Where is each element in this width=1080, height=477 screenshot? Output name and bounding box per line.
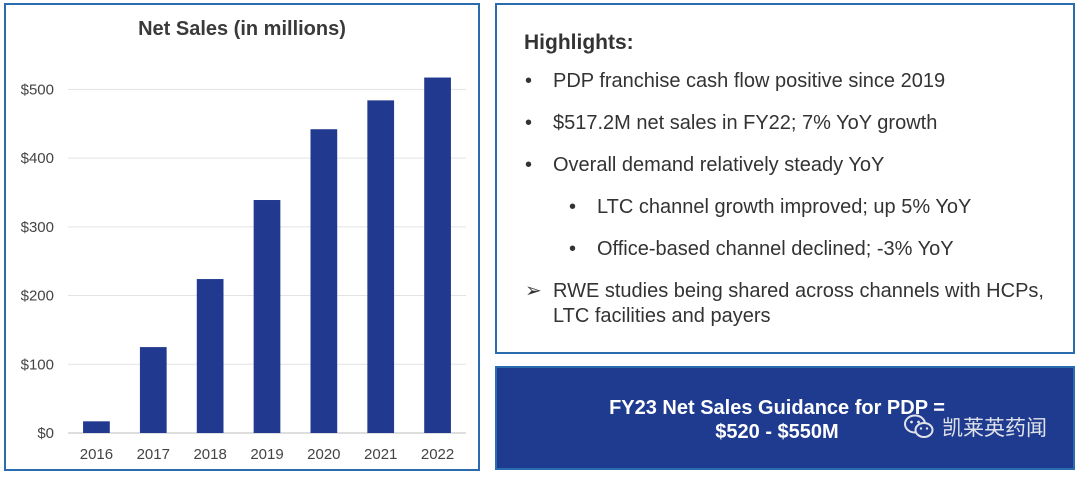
y-tick-label: $500 (21, 81, 54, 98)
guidance-text: FY23 Net Sales Guidance for PDP = $520 -… (557, 396, 997, 444)
bar-2019 (253, 200, 281, 433)
highlight-subitem: • LTC channel growth improved; up 5% YoY (523, 195, 1047, 220)
highlight-item: • Overall demand relatively steady YoY (523, 153, 1047, 178)
highlights-panel: Highlights: • PDP franchise cash flow po… (495, 3, 1075, 354)
x-tick-label: 2020 (307, 446, 340, 463)
arrow-bullet-icon: ➢ (525, 280, 542, 302)
net-sales-chart: $0 $100 $200 $300 $400 $500 2016 2017 2018 2019 20… (21, 77, 466, 463)
chart-panel: Net Sales (in millions) $0 $100 $200 $300 $4… (4, 3, 480, 471)
y-tick-label: $400 (21, 150, 54, 167)
bar-2022 (424, 77, 451, 434)
guidance-line-2: $520 - $550M (715, 421, 839, 443)
bullet-icon: • (525, 112, 533, 134)
guidance-line-1: FY23 Net Sales Guidance for PDP = (609, 397, 945, 419)
highlight-text: Overall demand relatively steady YoY (553, 154, 885, 176)
x-tick-label: 2017 (137, 446, 170, 463)
bar-2016 (83, 421, 110, 433)
wechat-icon (904, 414, 934, 438)
watermark: 凯莱英药闻 (904, 412, 1047, 442)
x-tick-label: 2019 (250, 446, 283, 463)
highlight-subitem: • Office-based channel declined; -3% YoY (523, 237, 1047, 262)
x-tick-label: 2016 (80, 446, 113, 463)
highlight-item: • PDP franchise cash flow positive since… (523, 69, 1047, 94)
bullet-icon: • (569, 196, 577, 218)
x-tick-label: 2021 (364, 446, 397, 463)
bullet-icon: • (525, 154, 533, 176)
highlight-text: Office-based channel declined; -3% YoY (597, 238, 954, 260)
chart-title: Net Sales (in millions) (138, 18, 346, 40)
y-tick-label: $200 (21, 288, 54, 305)
x-tick-label: 2018 (193, 446, 226, 463)
highlight-item: ➢ RWE studies being shared across channe… (523, 279, 1047, 329)
guidance-box: FY23 Net Sales Guidance for PDP = $520 -… (495, 366, 1075, 470)
y-tick-label: $100 (21, 356, 54, 373)
bar-2020 (310, 129, 338, 433)
bullet-icon: • (569, 238, 577, 260)
bar-2017 (139, 347, 167, 433)
highlight-text: RWE studies being shared across channels… (553, 280, 1044, 327)
highlights-title: Highlights: (524, 31, 634, 54)
bullet-icon: • (525, 70, 533, 92)
bar-2018 (196, 279, 224, 433)
highlight-text: PDP franchise cash flow positive since 2… (553, 70, 946, 92)
bar-2021 (367, 100, 395, 434)
watermark-text: 凯莱英药闻 (942, 417, 1047, 440)
x-tick-label: 2022 (421, 446, 454, 463)
y-tick-label: $300 (21, 219, 54, 236)
highlight-text: LTC channel growth improved; up 5% YoY (597, 196, 972, 218)
highlight-item: • $517.2M net sales in FY22; 7% YoY grow… (523, 111, 1047, 136)
y-tick-label: $0 (37, 425, 54, 442)
highlight-text: $517.2M net sales in FY22; 7% YoY growth (553, 112, 938, 134)
